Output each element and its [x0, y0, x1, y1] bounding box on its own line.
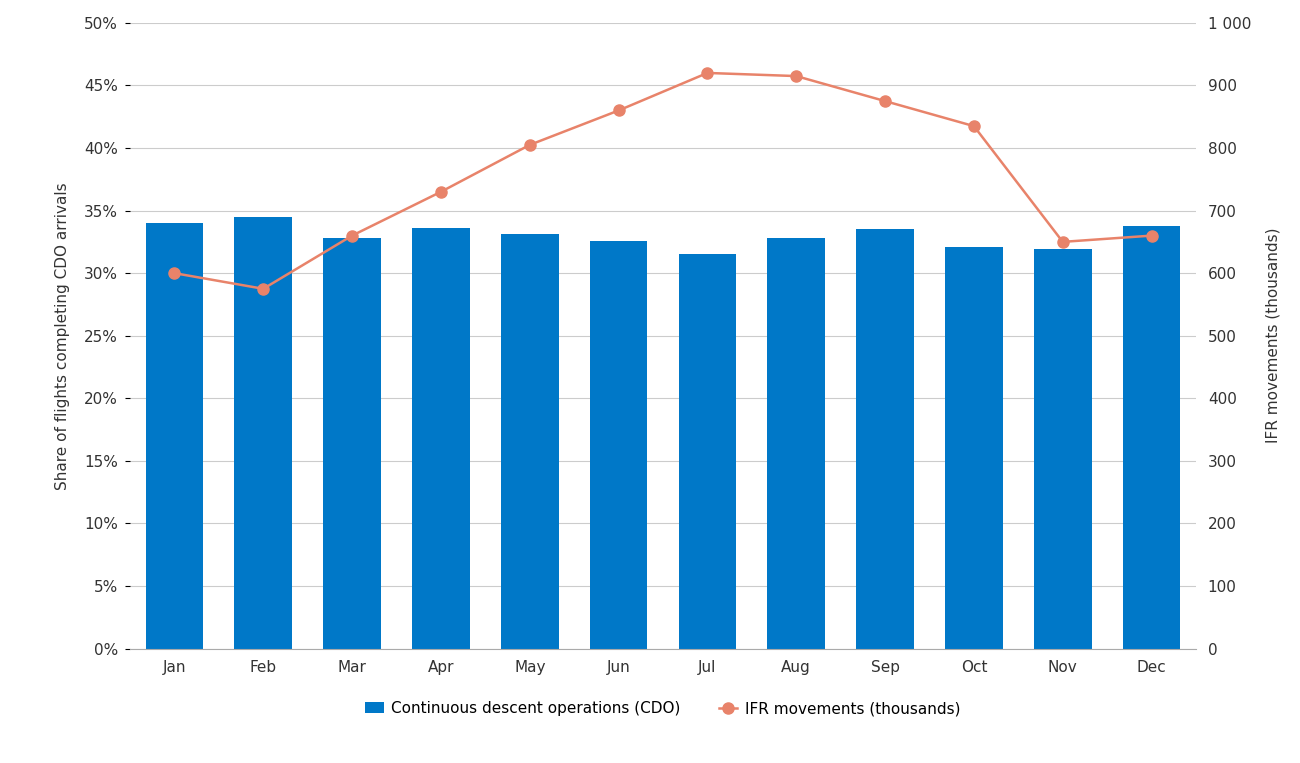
IFR movements (thousands) [966, 121, 982, 130]
IFR movements (thousands) [166, 269, 182, 278]
IFR movements (thousands) [344, 231, 360, 240]
Bar [412, 228, 469, 649]
Bar [679, 254, 736, 649]
IFR movements (thousands) [878, 96, 893, 105]
Line: IFR movements (thousands): IFR movements (thousands) [169, 67, 1157, 295]
Y-axis label: Share of flights completing CDO arrivals: Share of flights completing CDO arrivals [56, 182, 70, 490]
Bar [767, 238, 826, 649]
IFR movements (thousands) [1144, 231, 1160, 240]
IFR movements (thousands) [699, 69, 715, 78]
Bar [945, 247, 1002, 649]
IFR movements (thousands) [788, 72, 803, 81]
Bar [146, 223, 203, 649]
IFR movements (thousands) [433, 187, 448, 196]
Bar [324, 238, 381, 649]
IFR movements (thousands) [255, 284, 272, 293]
IFR movements (thousands) [1056, 237, 1071, 246]
Bar [590, 240, 647, 649]
Bar [1034, 250, 1092, 649]
Legend: Continuous descent operations (CDO), IFR movements (thousands): Continuous descent operations (CDO), IFR… [359, 695, 967, 723]
Bar [857, 230, 914, 649]
IFR movements (thousands) [611, 106, 627, 115]
Bar [234, 217, 292, 649]
Bar [500, 234, 559, 649]
Bar [1123, 226, 1180, 649]
IFR movements (thousands) [521, 140, 538, 150]
Y-axis label: IFR movements (thousands): IFR movements (thousands) [1265, 228, 1280, 443]
